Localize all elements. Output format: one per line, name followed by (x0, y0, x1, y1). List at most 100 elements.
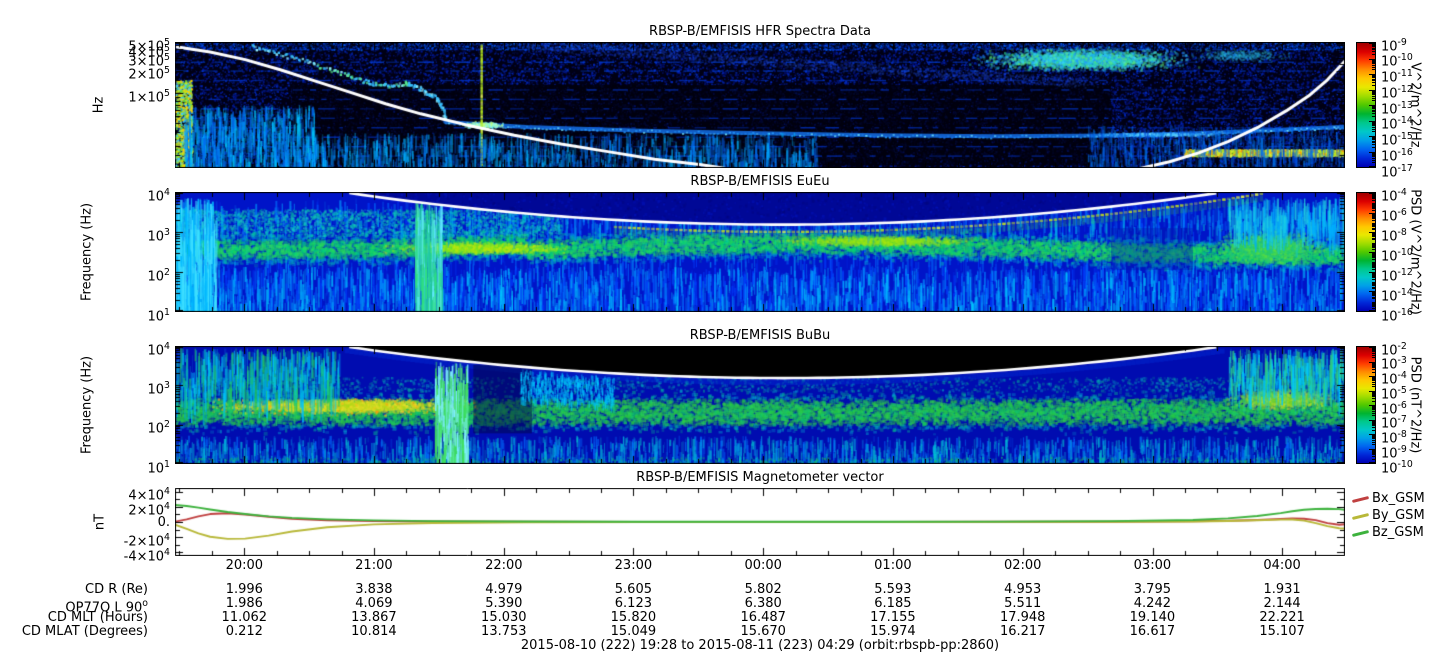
colorbar-tick-label: 10-2 (1381, 340, 1407, 358)
colorbar-minor-tick (1372, 295, 1375, 297)
colorbar-minor-tick (1372, 128, 1375, 130)
colorbar-minor-tick (1372, 60, 1375, 62)
colorbar-minor-tick (1372, 391, 1375, 393)
colorbar-minor-tick (1372, 214, 1375, 216)
y-tick-label-mag: 4×104 (128, 486, 170, 504)
colorbar-minor-tick (1372, 450, 1375, 452)
colorbar-minor-tick (1372, 252, 1375, 254)
colorbar-tick-label: 10-14 (1381, 286, 1413, 304)
colorbar-minor-tick (1372, 348, 1375, 350)
colorbar-minor-tick (1372, 253, 1375, 254)
ephemeris-value-cell: 3.838 (355, 582, 393, 597)
y-tick-label-hfr: 4×105 (128, 43, 170, 61)
colorbar-tick-label: 10-9 (1381, 36, 1407, 54)
legend-line-swatch (1351, 512, 1370, 520)
colorbar-tick-label: 10-8 (1381, 429, 1407, 447)
ephemeris-value-cell: 1.931 (1263, 582, 1301, 597)
colorbar-minor-tick (1372, 393, 1375, 395)
ephemeris-value-cell: 13.867 (351, 610, 397, 625)
x-tick-label-time: 20:00 (225, 558, 264, 573)
colorbar-major-tick (1369, 448, 1375, 450)
ephemeris-value-cell: 4.953 (1004, 582, 1042, 597)
colorbar-minor-tick (1372, 396, 1375, 398)
magnetometer-line-plot (175, 488, 1345, 556)
colorbar-minor-tick (1372, 105, 1375, 107)
colorbar-minor-tick (1372, 377, 1375, 379)
colorbar-minor-tick (1372, 122, 1375, 124)
ephemeris-row-label: OP77Q L 90o (65, 598, 148, 616)
legend-item-bx_gsm: Bx_GSM (1351, 491, 1425, 507)
colorbar-minor-tick (1372, 43, 1375, 45)
colorbar-minor-tick (1372, 292, 1375, 294)
ephemeris-value-cell: 19.140 (1129, 610, 1176, 625)
colorbar-minor-tick (1372, 296, 1375, 298)
x-tick-label-time: 02:00 (1003, 558, 1042, 573)
colorbar-tick-label: 10-8 (1381, 226, 1407, 244)
colorbar-minor-tick (1372, 392, 1375, 394)
colorbar-minor-tick (1372, 352, 1375, 354)
ephemeris-value-cell: 3.795 (1133, 582, 1171, 597)
colorbar-minor-tick (1372, 429, 1375, 431)
colorbar-minor-tick (1372, 66, 1375, 68)
colorbar-minor-tick (1372, 415, 1375, 417)
colorbar-minor-tick (1372, 391, 1375, 393)
colorbar-major-tick (1369, 58, 1375, 60)
colorbar-tick-label: 10-10 (1381, 458, 1413, 476)
colorbar-minor-tick (1372, 226, 1375, 228)
colorbar-minor-tick (1372, 206, 1375, 208)
legend-label: Bx_GSM (1372, 491, 1425, 506)
colorbar-minor-tick (1372, 61, 1375, 63)
colorbar-minor-tick (1372, 383, 1375, 385)
colorbar-major-tick (1369, 434, 1375, 435)
legend-item-bz_gsm: Bz_GSM (1351, 525, 1424, 541)
colorbar-minor-tick (1372, 122, 1375, 123)
ephemeris-value-cell: 6.123 (614, 596, 652, 611)
colorbar-minor-tick (1372, 379, 1375, 381)
ephemeris-value-cell: 4.242 (1133, 596, 1171, 611)
colorbar-minor-tick (1372, 305, 1375, 307)
colorbar-minor-tick (1372, 76, 1375, 78)
colorbar-minor-tick (1372, 278, 1375, 280)
colorbar-minor-tick (1372, 154, 1375, 156)
colorbar-minor-tick (1372, 243, 1375, 245)
x-tick-label-time: 04:00 (1263, 558, 1301, 573)
colorbar-minor-tick (1372, 362, 1375, 364)
colorbar-unit-label-bubu: PSD (nT^2/Hz) (1407, 356, 1423, 454)
colorbar-minor-tick (1372, 244, 1375, 246)
ephemeris-value-cell: 15.107 (1259, 624, 1305, 639)
colorbar-minor-tick (1372, 125, 1375, 127)
colorbar-minor-tick (1372, 380, 1375, 382)
colorbar-minor-tick (1372, 421, 1375, 423)
colorbar-minor-tick (1372, 304, 1375, 306)
colorbar-minor-tick (1372, 255, 1375, 257)
colorbar-minor-tick (1372, 444, 1375, 446)
colorbar-minor-tick (1372, 456, 1375, 458)
colorbar-minor-tick (1372, 111, 1375, 113)
colorbar-minor-tick (1372, 243, 1375, 245)
colorbar-minor-tick (1372, 349, 1375, 351)
colorbar-minor-tick (1372, 247, 1375, 249)
ephemeris-value-cell: 0.212 (225, 624, 263, 639)
eueu-y-axis-label: Frequency (Hz) (79, 202, 95, 302)
colorbar-minor-tick (1372, 257, 1375, 259)
colorbar-minor-tick (1372, 235, 1375, 237)
colorbar-minor-tick (1372, 292, 1375, 294)
colorbar-major-tick (1369, 136, 1375, 137)
ephemeris-value-cell: 15.974 (870, 624, 916, 639)
x-tick-label-time: 03:00 (1133, 558, 1172, 573)
bubu-panel-title: RBSP-B/EMFISIS BuBu (689, 328, 831, 343)
colorbar-minor-tick (1372, 264, 1375, 265)
y-tick-label-mag: -4×104 (123, 546, 170, 565)
colorbar-minor-tick (1372, 262, 1375, 264)
colorbar-minor-tick (1372, 435, 1375, 437)
colorbar-minor-tick (1372, 423, 1375, 425)
ephemeris-row-label: CD R (Re) (85, 582, 148, 597)
colorbar-major-tick (1369, 419, 1375, 421)
colorbar-minor-tick (1372, 97, 1375, 99)
ephemeris-value-cell: 5.802 (744, 582, 782, 597)
colorbar-tick-label: 10-10 (1381, 246, 1413, 264)
colorbar-minor-tick (1372, 47, 1375, 49)
colorbar-minor-tick (1372, 121, 1375, 123)
colorbar-minor-tick (1372, 410, 1375, 412)
